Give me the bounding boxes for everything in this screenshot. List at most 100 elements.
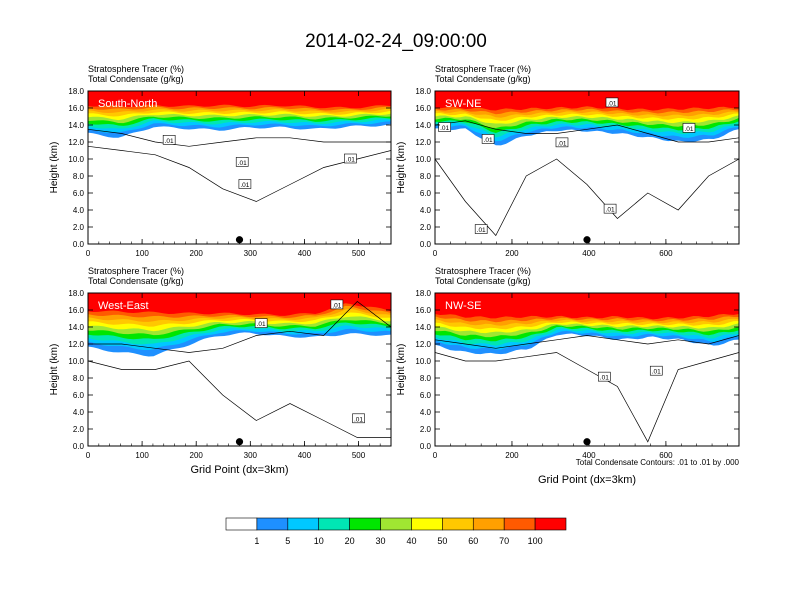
- y-tick-label: 6.0: [73, 391, 85, 400]
- y-tick-label: 14.0: [68, 121, 84, 130]
- contour-label-box: [330, 299, 344, 310]
- contour-label: .01: [481, 134, 495, 144]
- panel-label: SW-NE: [445, 98, 481, 110]
- x-tick-label: 200: [190, 451, 204, 460]
- x-axis-label: Grid Point (dx=3km): [190, 464, 288, 476]
- contour-label-text: .01: [606, 207, 615, 214]
- y-tick-label: 8.0: [420, 374, 432, 383]
- colorbar-swatch: [503, 517, 536, 531]
- contour-label-box: [238, 179, 252, 189]
- x-tick-label: 0: [433, 451, 438, 460]
- contour-label-box: [235, 157, 249, 167]
- colorbar-label: 50: [437, 536, 447, 546]
- y-tick-label: 14.0: [415, 121, 431, 130]
- y-tick-label: 2.0: [73, 223, 85, 232]
- y-tick-label: 10.0: [415, 357, 431, 366]
- panel-header-line: Total Condensate (g/kg): [435, 276, 531, 286]
- plot-frame: [434, 90, 740, 245]
- y-tick-label: 14.0: [415, 323, 431, 332]
- panel-header-line: Stratosphere Tracer (%): [435, 266, 531, 276]
- panel-sw-ne: Stratosphere Tracer (%)Total Condensate …: [396, 64, 740, 258]
- plot-area: .01 .01 .01 .01 South-North: [88, 91, 391, 244]
- y-tick-label: 6.0: [420, 189, 432, 198]
- contour-label-text: .01: [600, 375, 609, 382]
- y-tick-label: 16.0: [415, 104, 431, 113]
- contour-label-text: .01: [354, 416, 363, 423]
- location-marker: [235, 236, 244, 244]
- y-tick-label: 4.0: [73, 206, 85, 215]
- y-tick-label: 2.0: [73, 425, 85, 434]
- y-tick-label: 12.0: [415, 138, 431, 147]
- y-tick-label: 0.0: [420, 240, 432, 249]
- contour-label-text: .01: [238, 160, 247, 167]
- x-axis-label: Grid Point (dx=3km): [538, 474, 636, 486]
- contour-label: .01: [235, 157, 249, 167]
- colorbar-label: 70: [499, 536, 509, 546]
- y-tick-label: 6.0: [420, 391, 432, 400]
- colorbar-label: 30: [376, 536, 386, 546]
- contour-label-text: .01: [684, 126, 693, 133]
- contour-label: .01: [682, 123, 696, 133]
- contour-label-box: [605, 97, 619, 108]
- contour-label-text: .01: [346, 157, 355, 164]
- panel-header-line: Total Condensate (g/kg): [435, 74, 531, 84]
- y-tick-label: 2.0: [420, 223, 432, 232]
- contour-label-text: .01: [257, 321, 266, 328]
- colorbar-label: 10: [314, 536, 324, 546]
- contour-label: .01: [330, 299, 344, 310]
- plot-area: .01 .01 .01 West-East: [88, 293, 391, 446]
- x-tick-label: 600: [659, 249, 673, 258]
- colorbar-label: 1: [254, 536, 259, 546]
- contour-label: .01: [474, 224, 488, 234]
- x-tick-label: 0: [86, 451, 91, 460]
- tracer-band-10: [88, 91, 391, 109]
- y-tick-label: 16.0: [68, 104, 84, 113]
- y-axis-label: Height (km): [396, 344, 407, 396]
- contour-label-text: .01: [607, 100, 616, 107]
- colorbar-swatch: [442, 517, 474, 531]
- location-marker: [583, 438, 591, 446]
- plot-area: .01 .01 NW-SE: [435, 293, 739, 446]
- colorbar-label: 60: [468, 536, 478, 546]
- colorbar: 1 5 10 20 30 40 50 60 70 100: [225, 517, 567, 546]
- x-tick-label: 300: [244, 249, 258, 258]
- contour-label-box: [344, 153, 357, 164]
- colorbar-label: 5: [285, 536, 290, 546]
- x-tick-label: 400: [298, 249, 312, 258]
- contour-label: .01: [162, 135, 176, 145]
- contour-label: .01: [649, 365, 663, 376]
- contour-label-text: .01: [484, 137, 493, 144]
- contour-label-box: [438, 122, 451, 132]
- y-tick-label: 6.0: [73, 189, 85, 198]
- contour-label: .01: [605, 97, 619, 108]
- condensate-contour: [88, 128, 391, 202]
- tracer-band-10: [88, 293, 391, 316]
- x-tick-label: 400: [582, 451, 596, 460]
- contour-label-box: [162, 135, 176, 145]
- condensate-contour: [435, 335, 739, 443]
- contour-footnote: Total Condensate Contours: .01 to .01 by…: [576, 458, 740, 467]
- panel-header-line: Total Condensate (g/kg): [88, 276, 184, 286]
- colorbar-label: 40: [406, 536, 416, 546]
- y-tick-label: 0.0: [73, 442, 85, 451]
- colorbar-label: 20: [345, 536, 355, 546]
- colorbar-swatch: [318, 517, 350, 531]
- contour-label-box: [598, 371, 611, 382]
- y-tick-label: 0.0: [73, 240, 85, 249]
- y-tick-label: 8.0: [73, 374, 85, 383]
- x-tick-label: 200: [190, 249, 204, 258]
- contour-label-text: .01: [165, 138, 174, 145]
- figure-title: 2014-02-24_09:00:00: [305, 31, 487, 52]
- location-marker: [235, 438, 244, 446]
- x-tick-label: 200: [505, 451, 519, 460]
- colorbar-swatch: [287, 517, 320, 531]
- y-tick-label: 10.0: [415, 155, 431, 164]
- colorbar-swatch: [411, 517, 443, 531]
- panel-south-north: Stratosphere Tracer (%)Total Condensate …: [49, 64, 392, 258]
- x-tick-label: 100: [135, 249, 149, 258]
- plot-area: .01 .01 .01 .01 .01 .01 .01 SW-NE: [435, 91, 739, 244]
- tracer-band-10: [435, 91, 739, 111]
- contour-label-text: .01: [557, 140, 566, 147]
- x-tick-label: 400: [298, 451, 312, 460]
